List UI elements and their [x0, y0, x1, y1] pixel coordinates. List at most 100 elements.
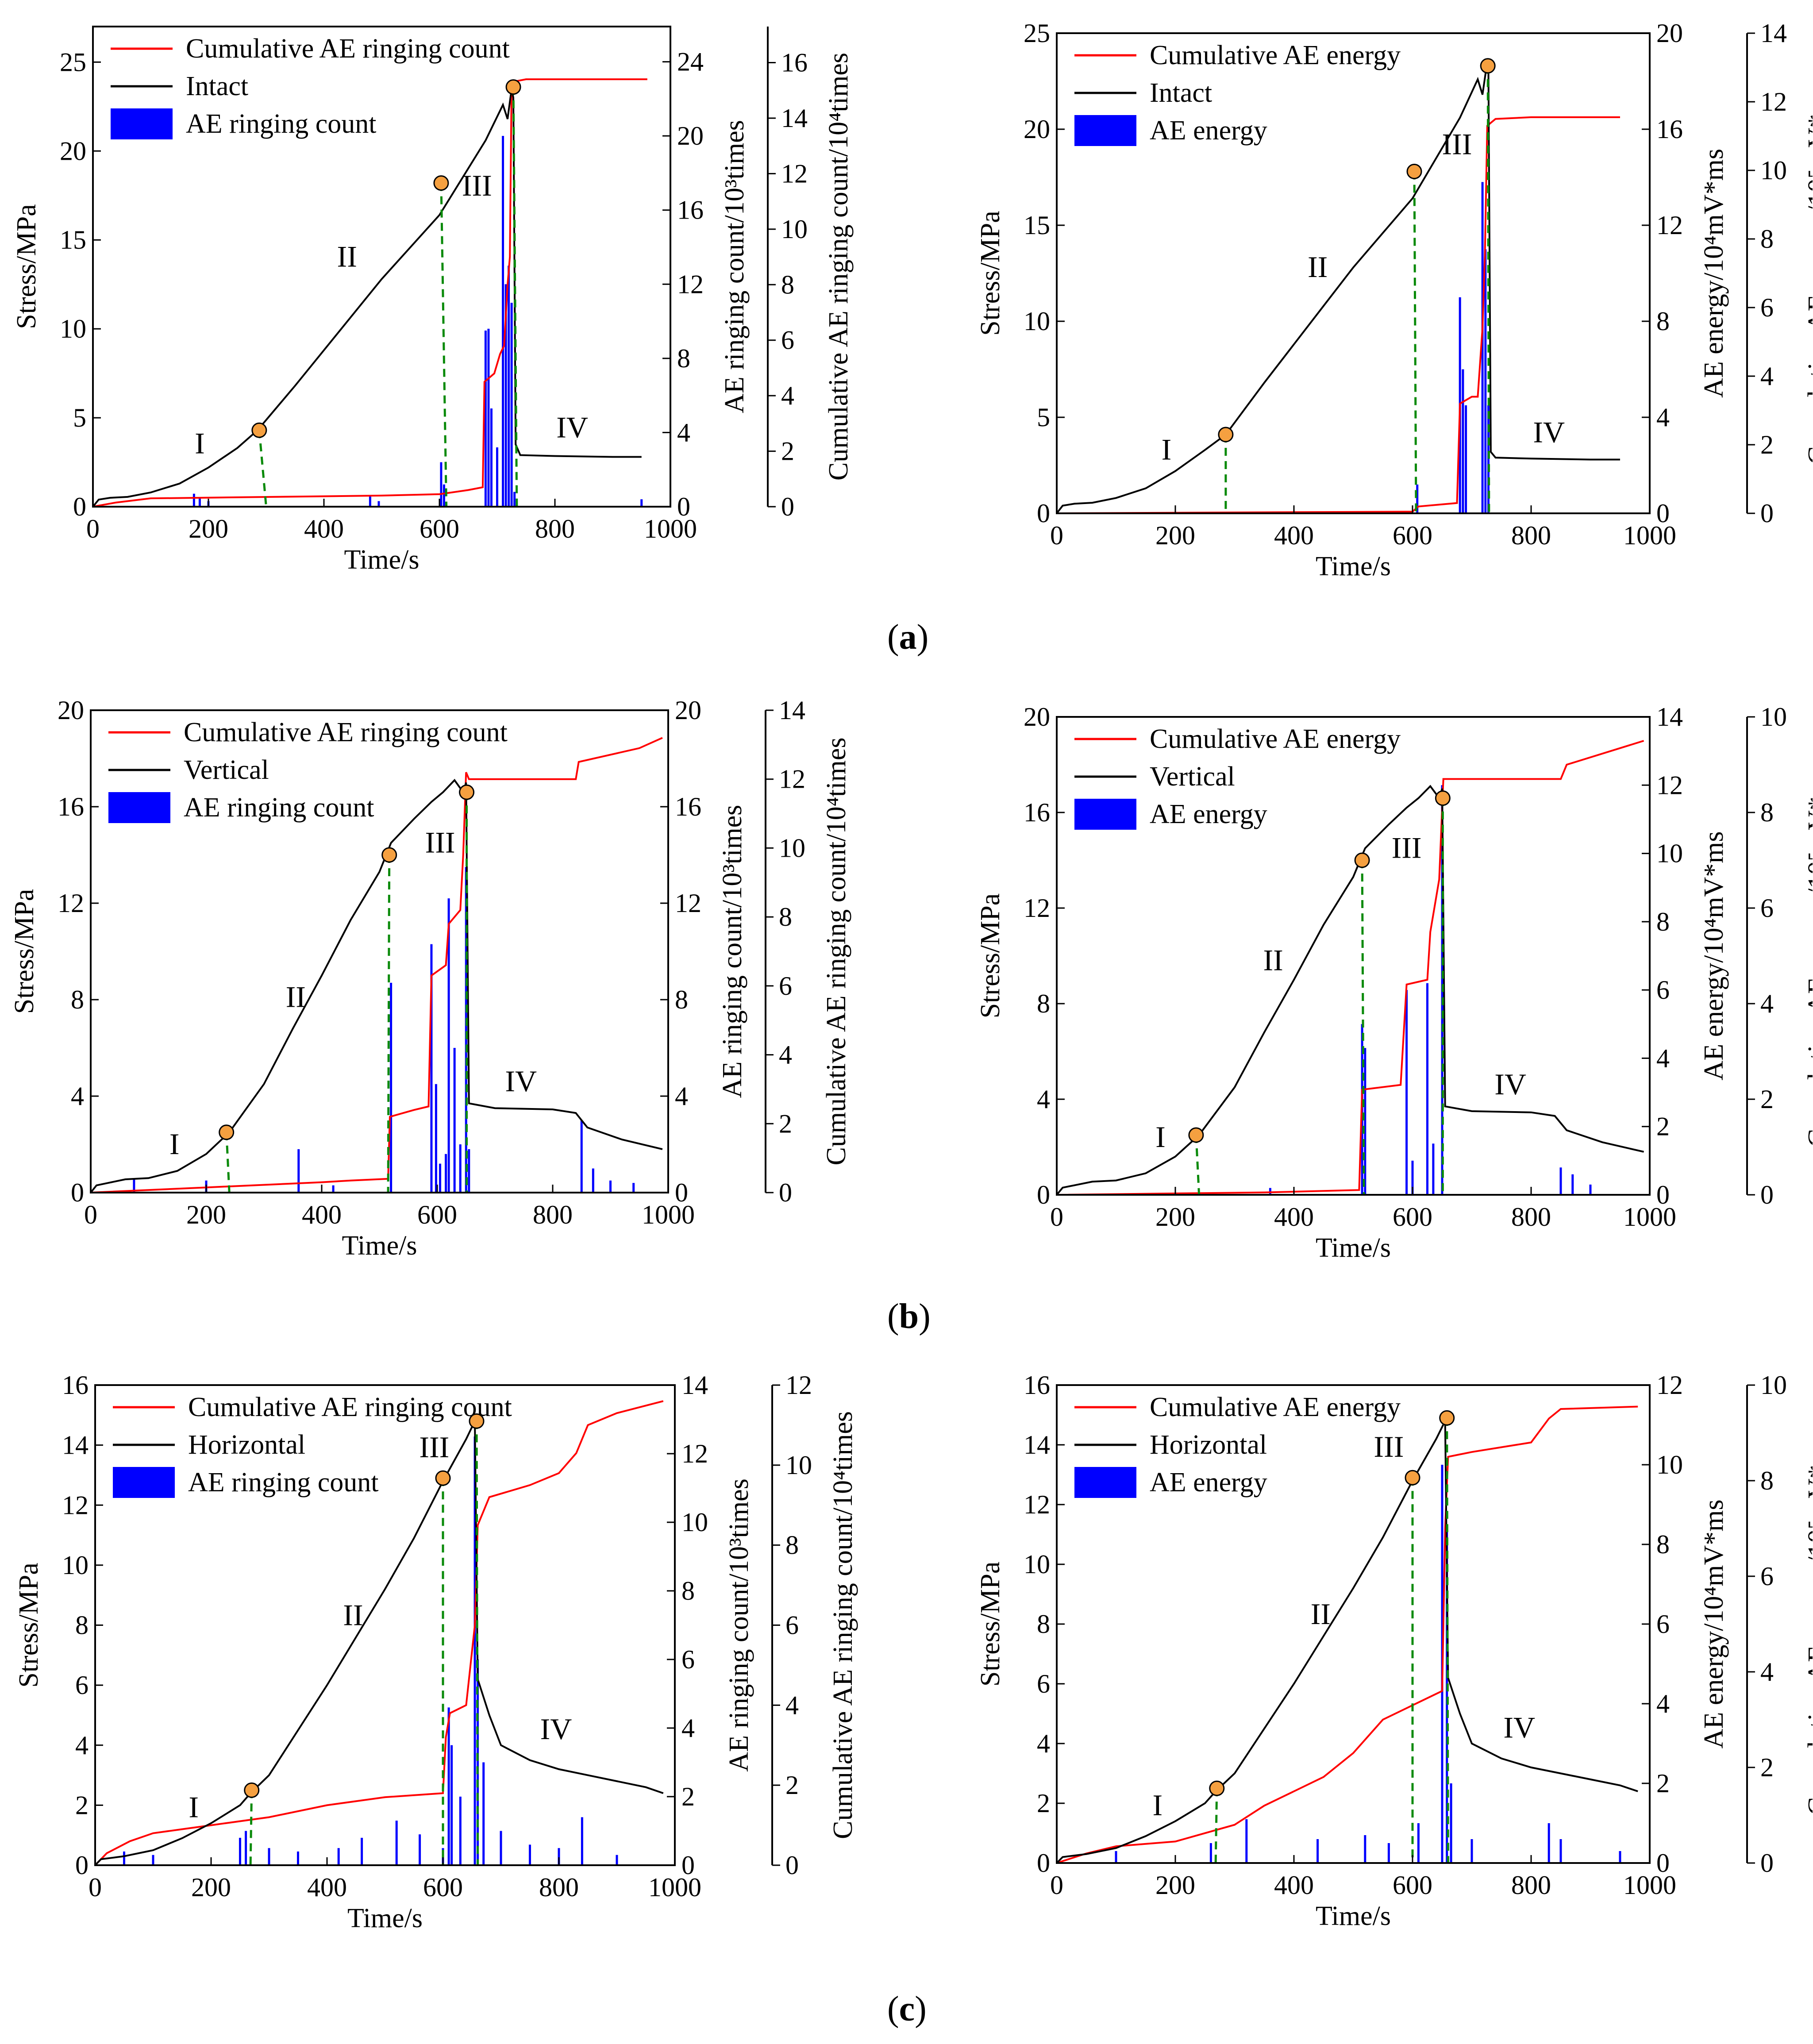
y2-tick-label: 8 [1656, 307, 1670, 336]
legend-stress-label: Vertical [184, 755, 269, 785]
x-tick-label: 600 [420, 514, 459, 543]
y3-tick-label: 14 [1760, 19, 1787, 48]
cumulative-series-line [1056, 116, 1620, 514]
stage-label: IV [505, 1064, 537, 1098]
y-tick-label: 6 [1037, 1669, 1050, 1698]
stage-marker [433, 175, 449, 191]
x-axis-title: Time/s [347, 1903, 423, 1933]
y2-tick-label: 16 [677, 196, 704, 225]
y-tick-label: 8 [75, 1611, 89, 1640]
stage-marker [1406, 163, 1422, 179]
legend-ae-label: AE ringing count [188, 1467, 379, 1497]
y3-tick-label: 0 [785, 1851, 799, 1880]
y-tick-label: 0 [71, 1178, 84, 1207]
stage-marker [381, 847, 397, 863]
y3-tick-label: 6 [1760, 893, 1774, 923]
legend-cumulative-label: Cumulative AE ringing count [184, 717, 508, 747]
y2-tick-label: 12 [1656, 211, 1683, 240]
stress-series-line [92, 89, 642, 508]
stage-boundary-dash [1214, 1788, 1218, 1863]
y-tick-label: 10 [1024, 307, 1050, 336]
plot-frame [94, 1384, 676, 1866]
y3-tick-label: 6 [1760, 293, 1774, 322]
y2-tick-label: 20 [677, 121, 704, 150]
stage-label: I [1155, 1120, 1166, 1154]
y-axis-title: Stress/MPa [975, 1562, 1005, 1686]
y-tick-label: 16 [1024, 1370, 1050, 1400]
stage-boundary-dash [475, 1421, 479, 1866]
y3-tick-label: 6 [779, 971, 792, 1001]
stage-marker [1405, 1470, 1420, 1486]
stage-marker [1218, 427, 1234, 443]
y-tick-label: 2 [1037, 1789, 1050, 1818]
y3-tick-label: 10 [1760, 1370, 1787, 1400]
y2-tick-label: 10 [1656, 839, 1683, 868]
y-tick-label: 4 [1037, 1085, 1050, 1114]
legend-cumulative-label: Cumulative AE ringing count [188, 1392, 512, 1422]
legend-ae-label: AE ringing count [186, 109, 377, 139]
stage-marker [459, 784, 475, 800]
y3-tick-label: 0 [781, 492, 794, 521]
y2-tick-label: 12 [1656, 1370, 1683, 1400]
chart-vertical-energy: 0 200 400 600 800 100004812162002468101214024… [975, 702, 1813, 1263]
stage-label: III [1392, 831, 1422, 865]
y-tick-label: 16 [1024, 798, 1050, 827]
stress-series-line [1056, 65, 1620, 514]
y3-tick-label: 2 [785, 1771, 799, 1800]
y2-tick-label: 20 [675, 696, 701, 725]
stage-boundary-dash [387, 855, 391, 1193]
legend-stress-label: Horizontal [188, 1430, 305, 1460]
x-tick-label: 400 [302, 1200, 342, 1229]
legend-ae-label: AE energy [1150, 1467, 1267, 1497]
chart-horizontal-ringing-count: 0 200 400 600 800 100002468101214160246810121… [14, 1370, 858, 1933]
x-tick-label: 600 [1393, 521, 1432, 550]
y3-tick-label: 10 [1760, 702, 1787, 731]
x-tick-label: 800 [539, 1873, 579, 1902]
y3-tick-label: 6 [1760, 1562, 1774, 1591]
y3-tick-label: 4 [785, 1690, 799, 1720]
y-tick-label: 8 [1037, 1609, 1050, 1639]
x-tick-label: 1000 [1623, 521, 1676, 550]
stage-boundary-dash [1446, 1418, 1449, 1863]
x-tick-label: 1000 [644, 514, 697, 543]
cumulative-series-line [1056, 740, 1644, 1196]
stage-boundary-dash [512, 87, 518, 507]
chart-vertical-ringing-count: 0 200 400 600 800 100004812162004812162002468… [9, 696, 851, 1261]
x-axis-title: Time/s [344, 545, 419, 575]
y-tick-label: 10 [60, 314, 86, 343]
y-tick-label: 4 [1037, 1729, 1050, 1758]
y2-tick-label: 8 [1656, 1530, 1670, 1559]
y3-tick-label: 12 [779, 765, 805, 794]
y3-axis-title: Cumulative AE energy/10⁵mV*ms [1803, 765, 1813, 1147]
x-tick-label: 200 [189, 514, 228, 543]
caption-a: (a) [887, 618, 929, 657]
y-axis-title: Stress/MPa [14, 1563, 44, 1687]
x-tick-label: 1000 [642, 1200, 695, 1229]
stress-series-line [94, 1420, 664, 1866]
plot-frame [1056, 32, 1651, 514]
y3-tick-label: 2 [1760, 430, 1774, 459]
x-tick-label: 600 [1393, 1202, 1432, 1232]
y-axis-title: Stress/MPa [975, 893, 1005, 1018]
legend-stress-label: Intact [1150, 78, 1212, 108]
plot-frame [1056, 716, 1651, 1196]
y-tick-label: 20 [1024, 115, 1050, 144]
x-axis-title: Time/s [1316, 1901, 1391, 1931]
x-tick-label: 1000 [1623, 1871, 1676, 1900]
chart-intact-energy: 0 200 400 600 800 100005101520250481216200246… [975, 19, 1813, 581]
y-tick-label: 0 [75, 1851, 89, 1880]
chart-intact-ringing-count: 0 200 400 600 800 100005101520250481216202402… [12, 26, 854, 575]
y-tick-label: 14 [1024, 1430, 1050, 1459]
y-tick-label: 12 [1024, 893, 1050, 923]
y2-tick-label: 14 [681, 1370, 708, 1400]
legend-cumulative-label: Cumulative AE energy [1150, 1392, 1401, 1422]
legend-ae-swatch [1074, 1467, 1136, 1498]
y-tick-label: 0 [73, 492, 86, 521]
stage-boundary-dash [1195, 1135, 1201, 1195]
y2-tick-label: 16 [675, 792, 701, 821]
y2-tick-label: 4 [1656, 403, 1670, 432]
stage-label: III [425, 826, 455, 859]
stage-marker [244, 1782, 260, 1798]
y-tick-label: 15 [1024, 211, 1050, 240]
legend-stress-label: Horizontal [1150, 1430, 1267, 1460]
